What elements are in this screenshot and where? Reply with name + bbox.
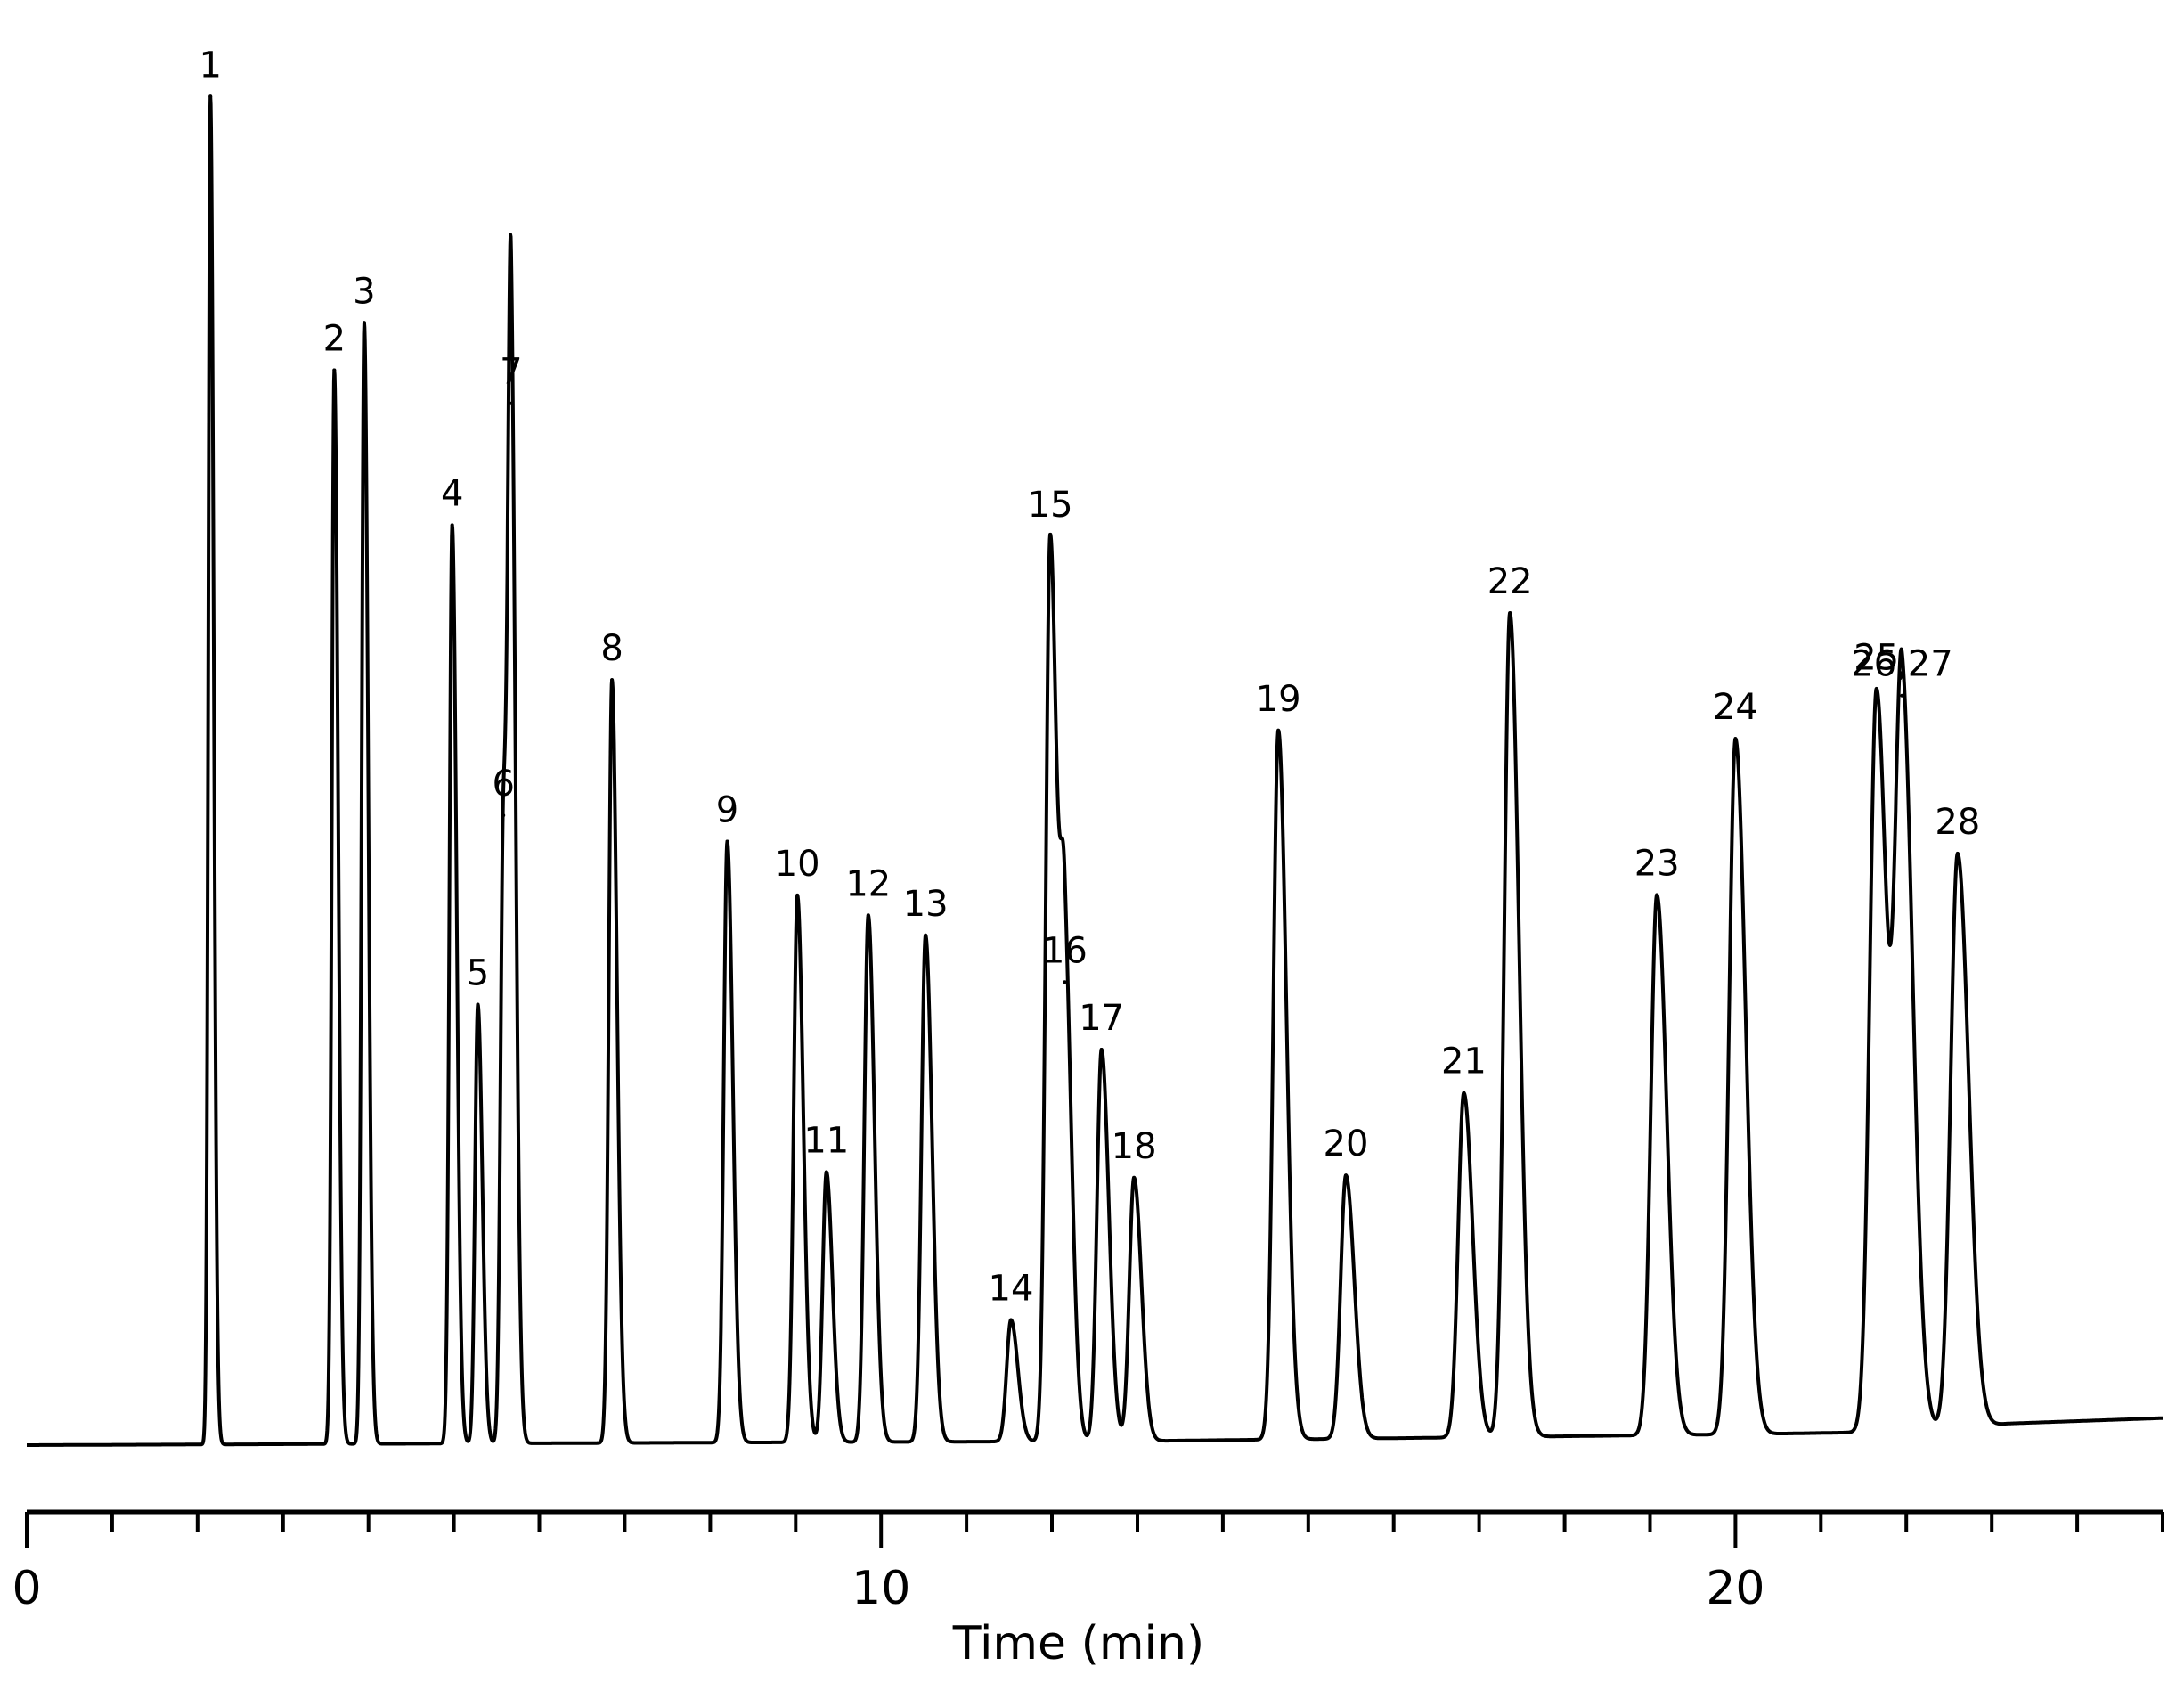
peak-label-21: 21	[1441, 1042, 1487, 1083]
peak-label-8: 8	[600, 628, 623, 669]
peak-label-3: 3	[353, 271, 375, 312]
peak-label-19: 19	[1256, 679, 1301, 720]
peak-label-26-27: 26,27	[1851, 644, 1953, 685]
peak-apex-6	[501, 813, 506, 818]
peak-apex-10	[795, 893, 800, 897]
peak-label-6: 6	[492, 764, 514, 805]
peak-apex-13	[924, 933, 928, 937]
peak-apex-11	[824, 1170, 828, 1174]
tick-label-20: 20	[1706, 1562, 1764, 1615]
peak-label-24: 24	[1713, 687, 1758, 728]
peak-label-11: 11	[803, 1121, 849, 1162]
peak-apex-5	[476, 1002, 480, 1007]
tick-label-10: 10	[852, 1562, 910, 1615]
x-axis-title: Time (min)	[952, 1617, 1204, 1671]
peak-apex-4	[450, 523, 454, 527]
peak-apex-19	[1276, 728, 1281, 732]
peak-label-2: 2	[323, 319, 346, 360]
peak-apex-22	[1508, 611, 1512, 615]
peak-apex-3	[362, 321, 366, 325]
peak-label-7: 7	[500, 352, 522, 393]
peak-label-10: 10	[775, 844, 820, 885]
peak-apex-23	[1655, 893, 1659, 897]
peak-apex-14	[1009, 1318, 1013, 1322]
peak-label-22: 22	[1487, 561, 1533, 602]
peak-label-1: 1	[199, 45, 221, 86]
peak-apex-8	[610, 678, 615, 682]
peak-label-23: 23	[1634, 844, 1680, 885]
peak-apex-25	[1874, 687, 1878, 691]
tick-label-0: 0	[12, 1562, 41, 1615]
peak-label-17: 17	[1079, 998, 1124, 1039]
peak-label-25: 25	[1854, 638, 1899, 679]
peak-apex-24	[1733, 737, 1738, 741]
peak-label-13: 13	[903, 884, 949, 925]
peak-apex-26-27	[1900, 693, 1904, 698]
peak-label-5: 5	[467, 953, 489, 994]
peak-apex-20	[1344, 1173, 1348, 1178]
peak-label-15: 15	[1028, 485, 1073, 526]
peak-apex-1	[208, 94, 213, 99]
peak-apex-15	[1048, 535, 1053, 539]
peak-label-9: 9	[716, 790, 738, 831]
peak-apex-2	[332, 368, 337, 372]
peak-apex-9	[725, 839, 729, 844]
peak-label-4: 4	[441, 473, 463, 514]
peak-apex-21	[1462, 1091, 1466, 1095]
peak-label-28: 28	[1935, 802, 1980, 843]
peak-apex-16	[1063, 980, 1067, 984]
peak-apex-12	[866, 913, 870, 918]
trace-layer	[25, 94, 2164, 1447]
x-axis-ticks: 0 10 20	[12, 1512, 2164, 1615]
peak-apex-28	[1955, 852, 1960, 855]
peak-label-16: 16	[1042, 930, 1088, 971]
peak-label-18: 18	[1112, 1126, 1157, 1167]
peak-apex-18	[1132, 1175, 1137, 1180]
peak-apex-17	[1099, 1048, 1104, 1051]
peak-label-12: 12	[845, 863, 891, 904]
peak-label-20: 20	[1324, 1123, 1369, 1164]
peak-apex-7	[509, 401, 513, 405]
peak-label-14: 14	[989, 1269, 1034, 1310]
chromatogram-trace	[25, 94, 2164, 1447]
